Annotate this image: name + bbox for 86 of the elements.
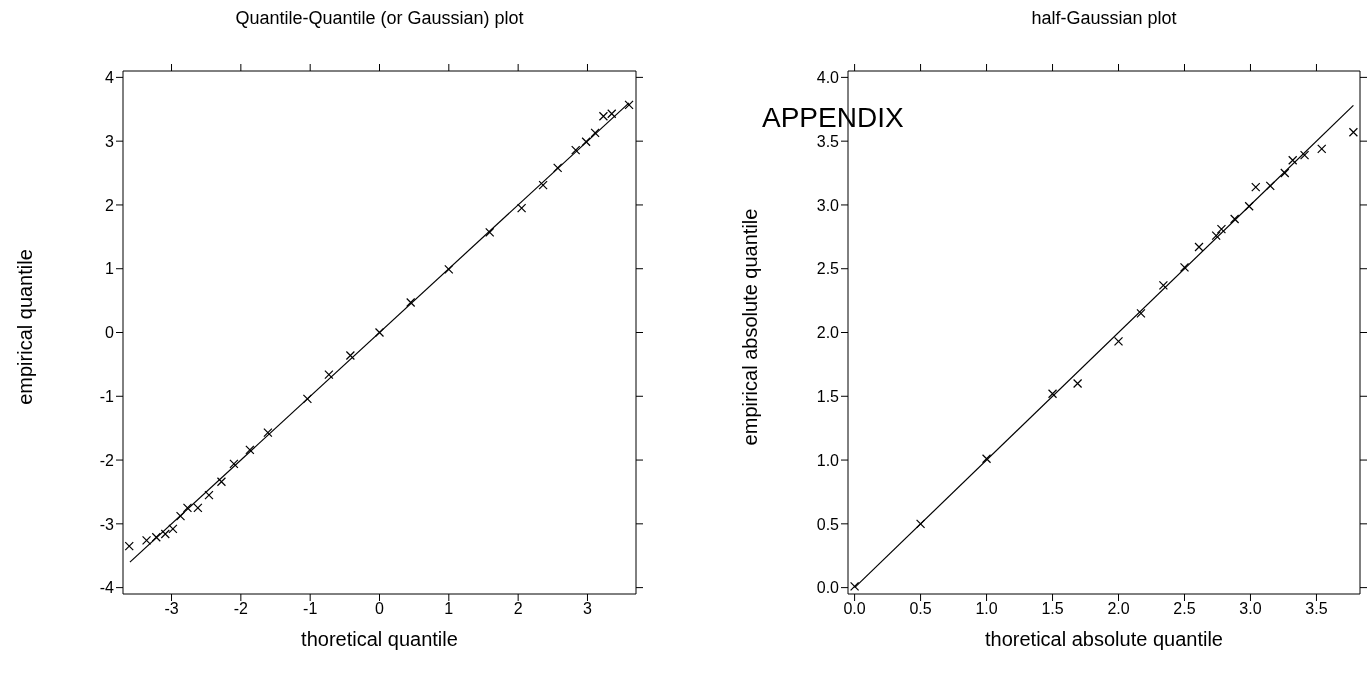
point: [1244, 201, 1254, 211]
y-tick-label: 2: [105, 196, 115, 214]
x-tick-label: 0.0: [843, 600, 866, 618]
x-axis-title: thoretical quantile: [300, 628, 459, 651]
point: [124, 541, 134, 551]
point: [538, 180, 548, 190]
x-tick-label: 2.5: [1173, 600, 1196, 618]
chart-title: Quantile-Quantile (or Gaussian) plot: [234, 8, 525, 29]
point: [374, 327, 385, 338]
y-tick-label: -4: [99, 579, 115, 597]
x-tick-label: 2.0: [1107, 600, 1130, 618]
chart-title: half-Gaussian plot: [1030, 8, 1178, 29]
point: [517, 203, 527, 213]
point: [1047, 389, 1058, 399]
point: [345, 350, 355, 361]
point: [1136, 308, 1146, 318]
y-axis-title: empirical absolute quantile: [738, 208, 762, 446]
y-tick-label: 1.0: [816, 451, 840, 469]
point: [141, 535, 152, 546]
point: [1158, 280, 1168, 290]
point: [168, 524, 178, 534]
point: [444, 264, 454, 274]
y-tick-label: 3.5: [816, 132, 840, 150]
point: [1073, 378, 1083, 389]
point: [1211, 230, 1221, 241]
x-tick-label: 1: [444, 600, 454, 618]
point: [1113, 336, 1124, 347]
point: [1280, 168, 1290, 178]
point: [981, 454, 992, 464]
point: [553, 163, 563, 173]
point: [204, 490, 214, 500]
point: [915, 519, 926, 529]
point: [1265, 181, 1275, 191]
point: [151, 532, 161, 542]
point: [1288, 155, 1298, 165]
y-tick-label: -1: [99, 387, 115, 405]
x-tick-label: -3: [164, 600, 179, 618]
x-tick-label: 1.5: [1041, 600, 1064, 618]
point: [324, 370, 334, 380]
point: [590, 128, 600, 138]
point: [1230, 214, 1240, 224]
y-tick-label: 3: [105, 132, 115, 150]
point: [571, 145, 581, 155]
x-tick-label: 3.0: [1239, 600, 1262, 618]
y-tick-label: 2.0: [816, 324, 840, 342]
point: [850, 581, 860, 591]
y-tick-label: 3.0: [816, 196, 840, 214]
point: [624, 100, 634, 110]
point: [302, 394, 312, 404]
y-tick-label: -3: [99, 515, 115, 533]
point: [1251, 182, 1261, 192]
y-axis-title: empirical quantile: [13, 249, 37, 405]
point: [1216, 224, 1227, 234]
annotation: APPENDIX: [762, 102, 904, 134]
y-tick-label: 1: [105, 260, 115, 278]
x-axis-title: thoretical absolute quantile: [984, 628, 1224, 651]
y-tick-label: 0.5: [816, 515, 840, 533]
y-tick-label: 4: [105, 69, 115, 87]
point: [263, 428, 273, 438]
y-tick-label: 2.5: [816, 260, 840, 278]
point: [175, 511, 186, 521]
point: [1348, 127, 1358, 137]
y-tick-label: 0.0: [816, 579, 840, 597]
y-tick-label: 4.0: [816, 69, 840, 87]
point: [229, 459, 239, 469]
x-tick-label: 3: [583, 600, 593, 618]
point: [216, 477, 227, 487]
point: [1194, 242, 1204, 252]
x-tick-label: 3.5: [1305, 600, 1328, 618]
x-tick-label: 2: [513, 600, 523, 618]
point: [406, 297, 416, 308]
y-tick-label: 1.5: [816, 387, 840, 405]
point: [1317, 144, 1327, 154]
point: [581, 137, 591, 147]
point: [160, 529, 170, 539]
x-tick-label: 0: [375, 600, 385, 618]
point: [1299, 150, 1310, 160]
x-tick-label: 1.0: [975, 600, 998, 618]
x-tick-label: -2: [233, 600, 249, 618]
y-tick-label: 0: [105, 324, 115, 342]
point: [485, 227, 495, 237]
x-tick-label: 0.5: [909, 600, 932, 618]
x-tick-label: -1: [303, 600, 318, 618]
point: [1179, 262, 1190, 273]
y-tick-label: -2: [99, 451, 115, 469]
point: [245, 445, 255, 455]
